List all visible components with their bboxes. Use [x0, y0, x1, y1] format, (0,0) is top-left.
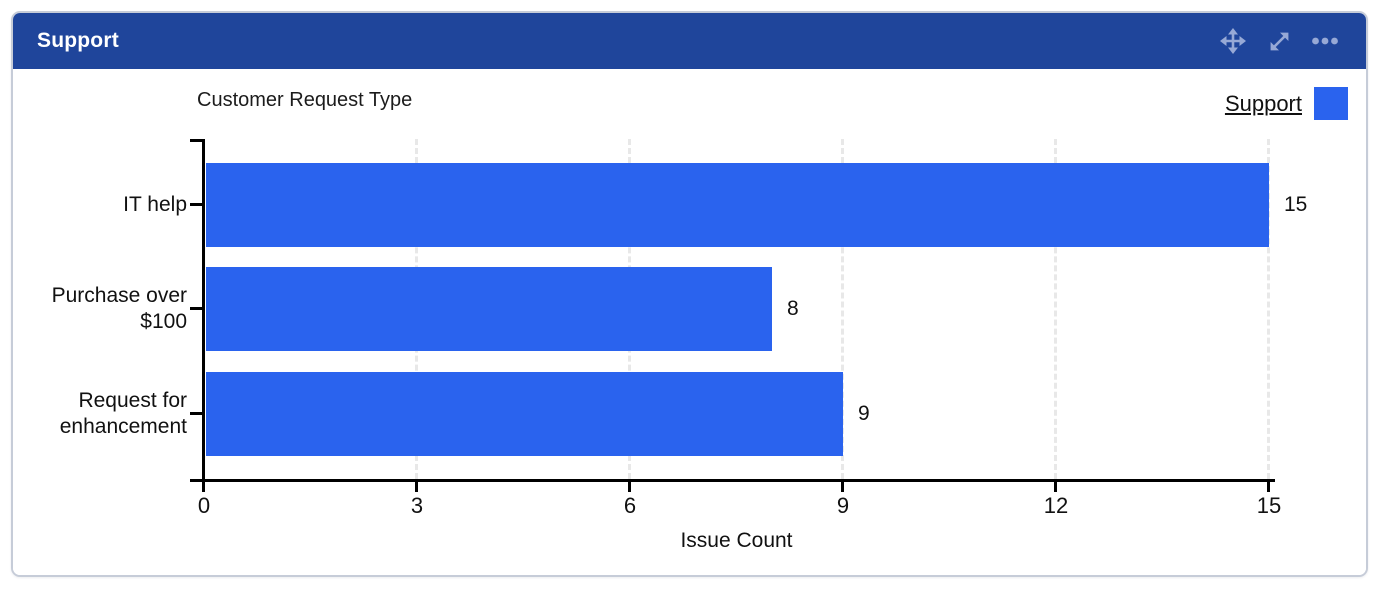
y-axis-top-tick: [190, 139, 202, 142]
gridline: [1267, 139, 1270, 479]
legend-label[interactable]: Support: [1224, 90, 1302, 116]
x-tick-label: 3: [410, 493, 424, 518]
category-label: IT help: [123, 193, 187, 216]
bar-value-label: 15: [1284, 193, 1308, 216]
x-axis-tick: [1054, 479, 1057, 492]
more-icon[interactable]: [1310, 26, 1340, 56]
y-axis-line: [202, 139, 205, 479]
x-tick-label: 15: [1256, 493, 1282, 518]
x-tick-label: 6: [623, 493, 637, 518]
category-label: Request for enhancement: [59, 389, 187, 438]
gridline: [841, 139, 844, 479]
category-label: Purchase over $100: [51, 284, 187, 333]
expand-icon[interactable]: [1264, 26, 1294, 56]
x-axis-line: [190, 479, 1275, 482]
gridline: [1054, 139, 1057, 479]
x-axis-tick: [841, 479, 844, 492]
legend-item-support[interactable]: Support: [1225, 87, 1348, 120]
y-axis-tick: [190, 203, 202, 206]
x-tick-label: 12: [1043, 493, 1069, 518]
x-axis-tick: [415, 479, 418, 492]
move-icon[interactable]: [1218, 26, 1248, 56]
y-axis-tick: [190, 307, 202, 310]
gadget-title: Support: [37, 29, 119, 52]
bar-value-label: 9: [858, 402, 870, 425]
bar-value-label: 8: [787, 297, 799, 320]
gadget-header-actions: [1218, 26, 1340, 56]
gadget-header[interactable]: Support: [13, 13, 1366, 69]
x-axis-tick: [628, 479, 631, 492]
x-axis-title: Issue Count: [680, 529, 793, 552]
y-axis-tick: [190, 412, 202, 415]
bar-purchase-over-100[interactable]: [206, 267, 772, 351]
x-tick-label: 0: [197, 493, 211, 518]
bar-chart: 15 IT help 8 Purchase over $100 9 Request for…: [13, 69, 1366, 575]
chart-title: Customer Request Type: [197, 89, 413, 111]
x-axis-tick: [202, 479, 205, 492]
support-gadget: Support: [11, 11, 1368, 577]
x-tick-label: 9: [836, 493, 850, 518]
gadget-body: Customer Request Type Support 15 IT help 8…: [13, 69, 1366, 575]
bar-it-help[interactable]: [206, 163, 1269, 247]
legend-swatch: [1314, 87, 1348, 120]
x-axis-tick: [1267, 479, 1270, 492]
bar-request-for-enhancement[interactable]: [206, 372, 843, 456]
